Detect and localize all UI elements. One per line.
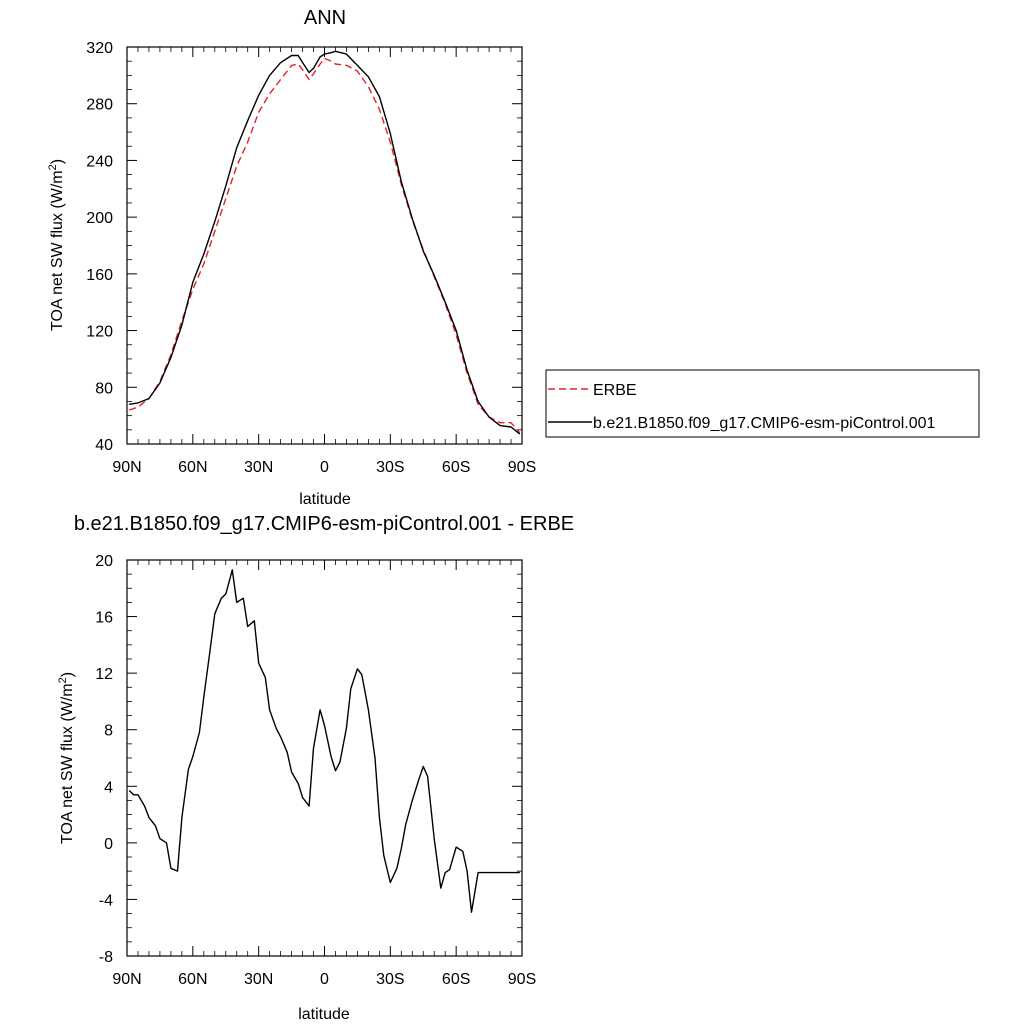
- bottom-x-tick-label: 30N: [244, 971, 273, 988]
- bottom-x-tick-label: 90N: [112, 971, 141, 988]
- top-x-tick-label: 90N: [112, 459, 141, 476]
- bottom-x-tick-label: 90S: [508, 971, 536, 988]
- legend-box: [545, 369, 980, 438]
- top-y-axis-title-main: TOA net SW flux (W/m: [49, 170, 66, 331]
- top-y-tick-label: 80: [95, 380, 113, 397]
- top-x-tick-label: 90S: [508, 459, 536, 476]
- top-y-tick-label: 40: [95, 437, 113, 454]
- top-y-axis-title: TOA net SW flux (W/m2): [47, 159, 66, 331]
- bottom-plot-frame: [126, 559, 523, 957]
- bottom-chart-title: b.e21.B1850.f09_g17.CMIP6-esm-piControl.…: [74, 513, 574, 535]
- top-x-tick-label: 30N: [244, 459, 273, 476]
- top-chart-title: ANN: [304, 7, 346, 29]
- top-x-tick-label: 60S: [442, 459, 470, 476]
- bottom-y-tick-label: 16: [95, 610, 113, 627]
- top-plot-frame: [126, 46, 523, 445]
- bottom-y-axis-title-sup: 2: [57, 677, 69, 683]
- top-y-tick-label: 240: [86, 153, 113, 170]
- top-plot-area: 90N 60N 30N 0 30S 60S 90S 40 80 120 160 200 240 280 32…: [86, 40, 536, 476]
- legend-erbe-label: ERBE: [593, 382, 637, 399]
- bottom-x-tick-label: 30S: [376, 971, 404, 988]
- bottom-y-tick-label: 4: [104, 779, 113, 796]
- bottom-y-tick-label: -8: [99, 949, 113, 966]
- top-x-tick-label: 0: [320, 459, 329, 476]
- top-chart: ANN 90N 60N 30N 0 30S 60S 90S 40 80 120 160 200 240 2…: [47, 7, 536, 508]
- bottom-y-axis-title-main: TOA net SW flux (W/m: [59, 683, 76, 844]
- bottom-y-tick-label: 12: [95, 666, 113, 683]
- top-y-axis-title-sup: 2: [47, 164, 59, 170]
- bottom-x-tick-label: 60N: [178, 971, 207, 988]
- bottom-y-axis-title-tail: ): [59, 672, 76, 677]
- top-y-axis-title-tail: ): [49, 159, 66, 164]
- bottom-y-tick-label: 8: [104, 723, 113, 740]
- bottom-y-axis-title: TOA net SW flux (W/m2): [57, 672, 76, 844]
- bottom-y-tick-label: 0: [104, 836, 113, 853]
- bottom-series-line-0: [128, 569, 520, 913]
- legend: ERBE b.e21.B1850.f09_g17.CMIP6-esm-piCon…: [545, 369, 980, 438]
- bottom-y-tick-label: 20: [95, 553, 113, 570]
- top-y-tick-label: 200: [86, 210, 113, 227]
- bottom-y-tick-label: -4: [99, 892, 113, 909]
- bottom-x-tick-label: 60S: [442, 971, 470, 988]
- legend-model-label: b.e21.B1850.f09_g17.CMIP6-esm-piControl.…: [593, 415, 936, 432]
- bottom-x-axis-title: latitude: [298, 1006, 350, 1023]
- top-series-line-0: [128, 57, 521, 434]
- bottom-plot-area: 90N 60N 30N 0 30S 60S 90S -8 -4 0 4 8 12 16 20: [95, 553, 536, 988]
- bottom-x-tick-label: 0: [320, 971, 329, 988]
- top-y-tick-label: 320: [86, 40, 113, 57]
- top-x-tick-label: 30S: [376, 459, 404, 476]
- bottom-chart: b.e21.B1850.f09_g17.CMIP6-esm-piControl.…: [57, 513, 574, 1023]
- top-y-tick-label: 120: [86, 324, 113, 341]
- top-series-line-1: [129, 50, 521, 435]
- top-x-tick-label: 60N: [178, 459, 207, 476]
- top-x-axis-title: latitude: [299, 491, 351, 508]
- top-y-tick-label: 280: [86, 97, 113, 114]
- top-y-tick-label: 160: [86, 267, 113, 284]
